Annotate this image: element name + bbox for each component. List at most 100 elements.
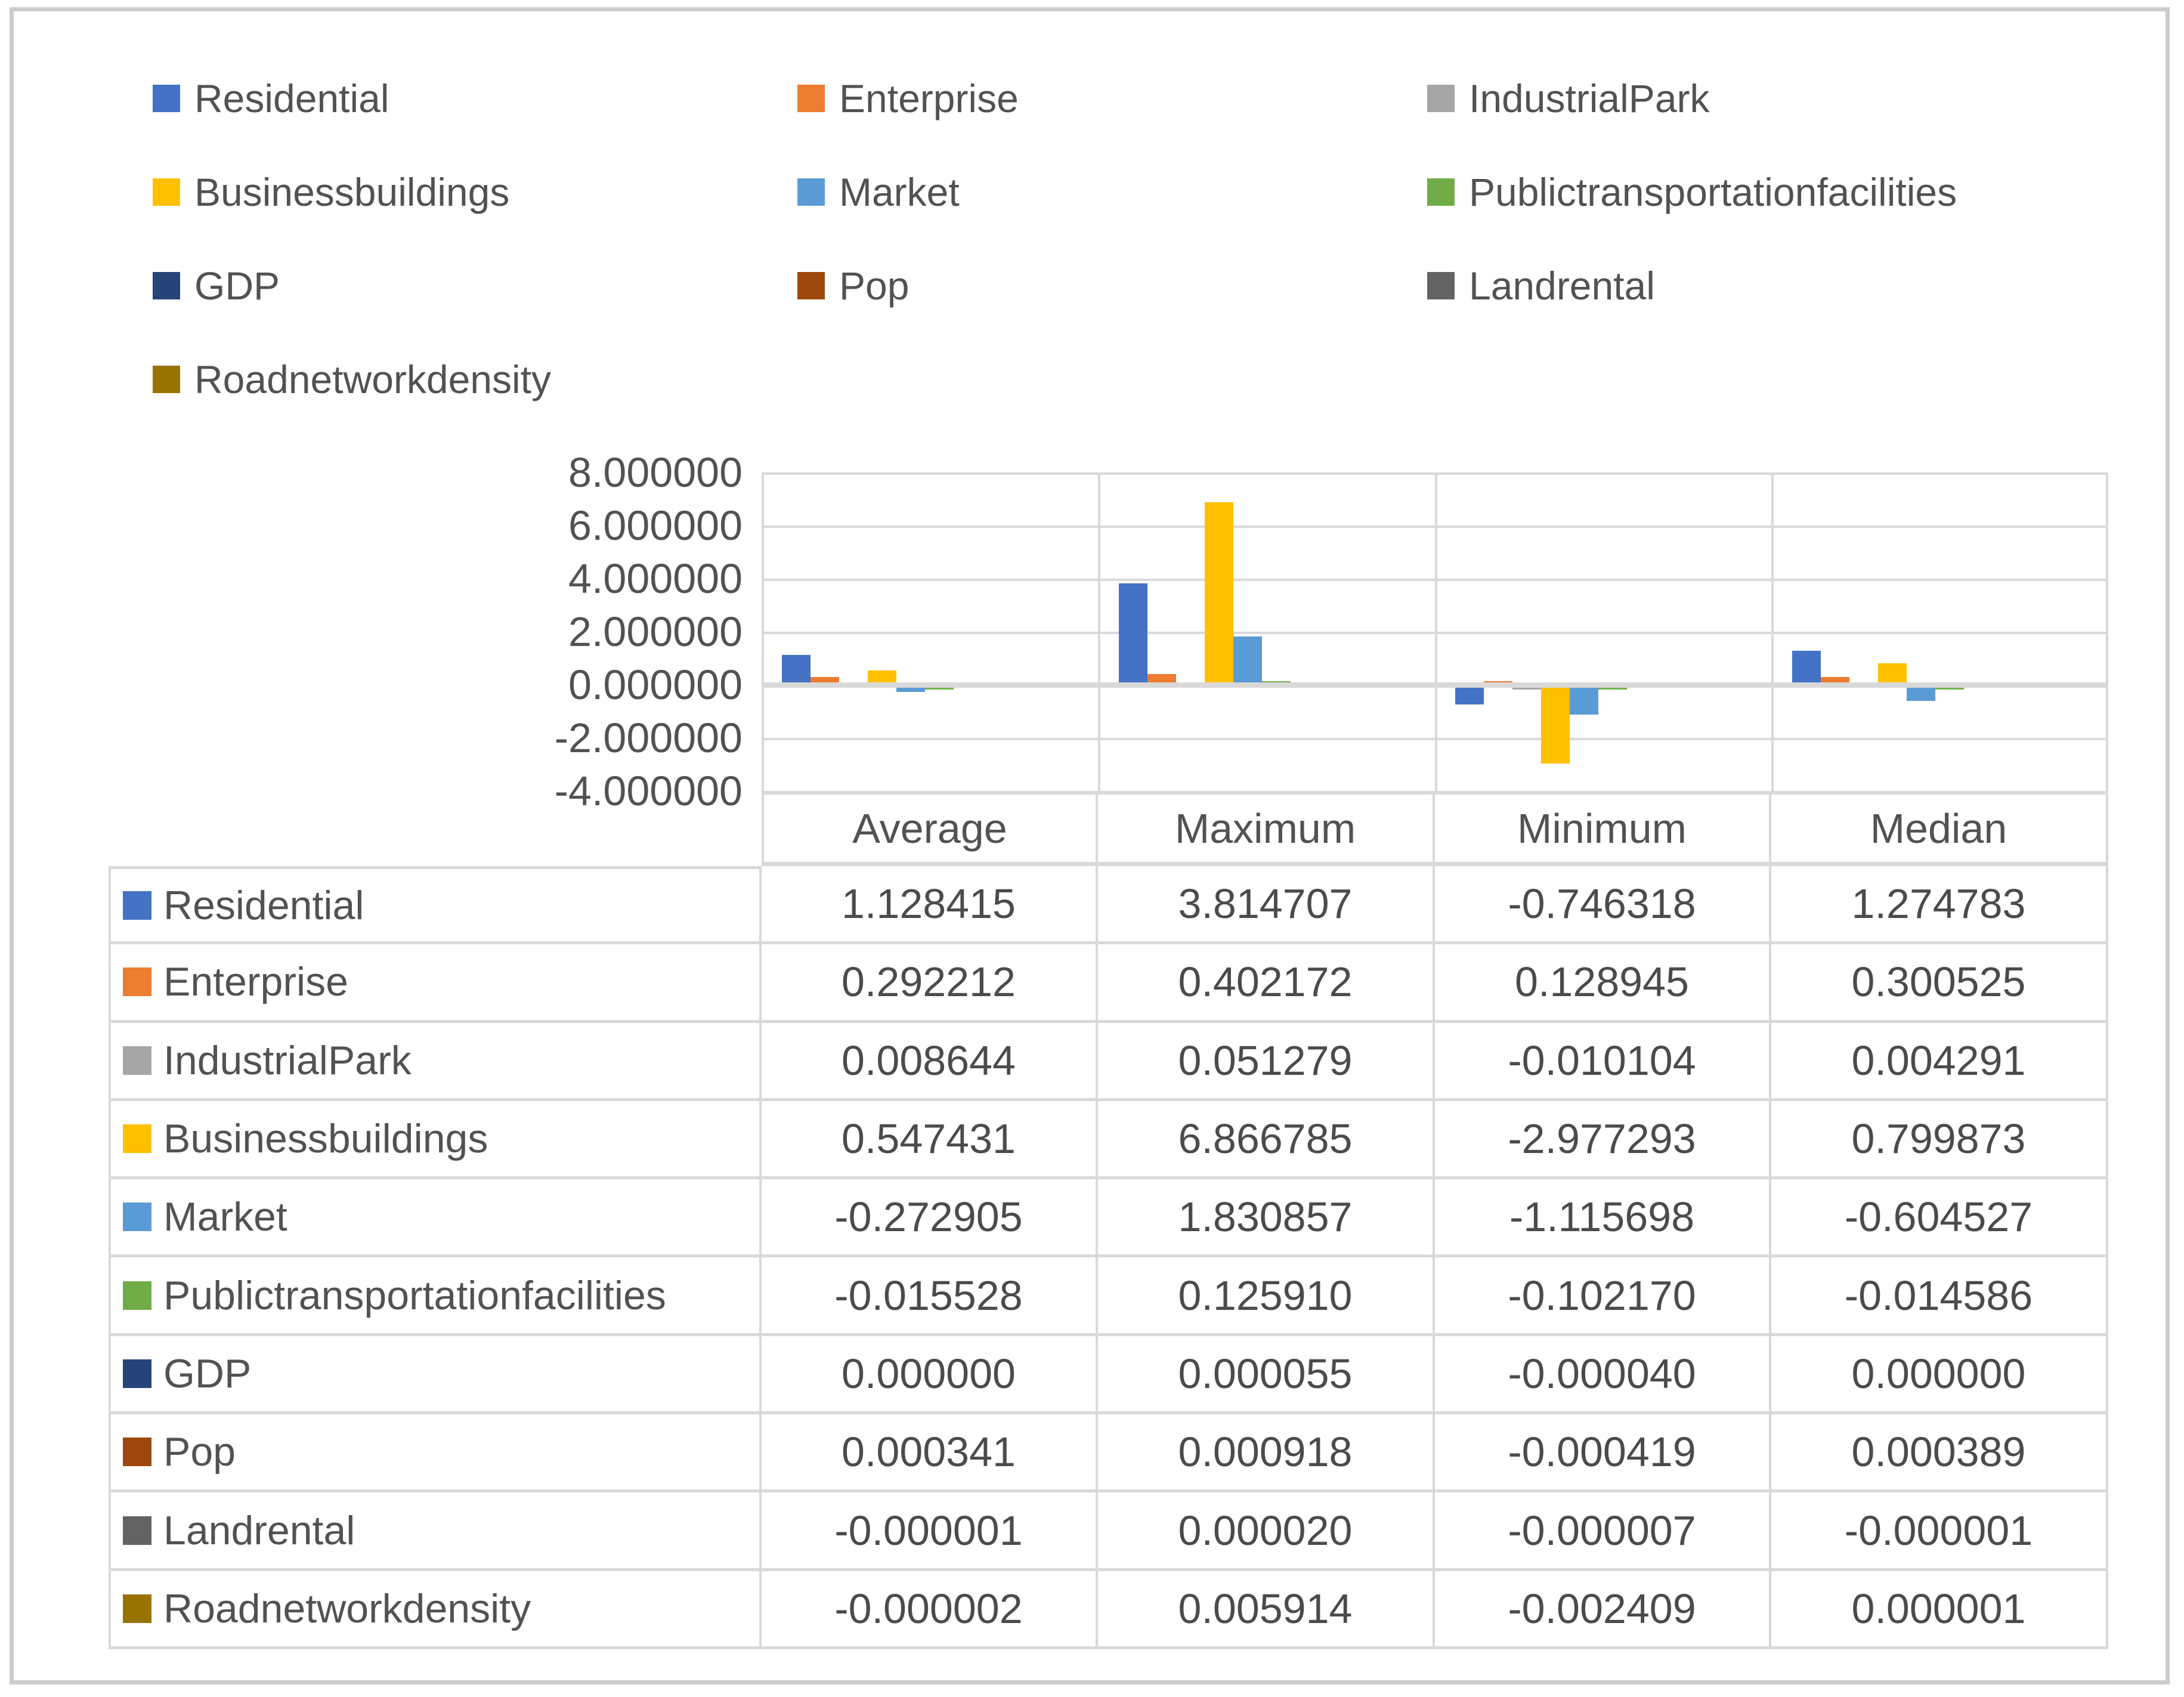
series-swatch-icon — [123, 1281, 151, 1310]
legend-swatch-icon — [797, 272, 825, 299]
table-cell-value: -0.014586 — [1771, 1257, 2108, 1336]
legend-label: Market — [839, 170, 960, 214]
table-row-name: Roadnetworkdensity — [109, 1571, 762, 1649]
bar-market-maximum — [1233, 636, 1262, 685]
series-name-label: Residential — [163, 882, 364, 928]
bar-residential-maximum — [1118, 583, 1147, 685]
y-axis-tick-label: -4.000000 — [554, 768, 743, 814]
table-cell-value: 0.300525 — [1771, 944, 2108, 1023]
bar-businessbuildings-average — [868, 670, 896, 685]
table-cell-value: -0.015528 — [762, 1257, 1098, 1336]
series-swatch-icon — [123, 1046, 151, 1075]
series-swatch-icon — [123, 1359, 151, 1388]
bar-residential-average — [782, 654, 811, 685]
legend-label: Businessbuildings — [194, 170, 510, 214]
table-cell-value: -0.102170 — [1435, 1257, 1771, 1336]
bar-residential-minimum — [1455, 685, 1484, 705]
legend-label: IndustrialPark — [1469, 76, 1710, 120]
series-swatch-icon — [123, 1438, 151, 1467]
bar-businessbuildings-maximum — [1204, 502, 1233, 685]
table-row-name: Businessbuildings — [109, 1101, 762, 1180]
y-axis-tick-label: 6.000000 — [568, 502, 743, 549]
series-name-label: IndustrialPark — [163, 1037, 412, 1083]
table-cell-value: -0.000001 — [762, 1492, 1098, 1571]
table-cell-value: -0.000040 — [1435, 1336, 1771, 1415]
table-row-name: Market — [109, 1179, 762, 1258]
y-axis-tick-label: 0.000000 — [568, 662, 743, 708]
series-name-label: GDP — [163, 1350, 252, 1396]
legend-swatch-icon — [153, 85, 180, 112]
data-table: Average Maximum Minimum Median Residential 1.… — [109, 795, 2108, 1649]
table-cell-value: 0.402172 — [1098, 944, 1435, 1023]
legend-label: Publictransportationfacilities — [1469, 170, 1957, 214]
zero-axis-line — [764, 682, 2106, 688]
legend-label: Roadnetworkdensity — [194, 357, 551, 401]
legend-item: IndustrialPark — [1427, 76, 1710, 120]
gridline-vertical — [1771, 475, 1774, 792]
table-cell-value: -0.272905 — [762, 1179, 1098, 1258]
table-cell-value: 0.000001 — [1771, 1571, 2108, 1649]
series-swatch-icon — [123, 1516, 151, 1545]
table-cell-value: 0.000918 — [1098, 1414, 1435, 1493]
series-name-label: Market — [163, 1194, 287, 1240]
legend-item: Enterprise — [797, 76, 1019, 120]
series-name-label: Roadnetworkdensity — [163, 1585, 531, 1631]
table-cell-value: 1.274783 — [1771, 866, 2108, 945]
table-cell-value: -0.746318 — [1435, 866, 1771, 945]
table-column-header: Maximum — [1098, 795, 1435, 866]
series-name-label: Landrental — [163, 1507, 355, 1553]
bar-businessbuildings-median — [1877, 663, 1907, 685]
series-swatch-icon — [123, 1203, 151, 1232]
table-cell-value: -0.010104 — [1435, 1022, 1771, 1101]
series-name-label: Pop — [163, 1429, 236, 1475]
legend-label: Landrental — [1469, 264, 1655, 308]
series-swatch-icon — [123, 1124, 151, 1154]
series-swatch-icon — [123, 967, 151, 997]
legend-swatch-icon — [153, 178, 180, 206]
series-swatch-icon — [123, 1594, 151, 1623]
table-cell-value: 0.799873 — [1771, 1101, 2108, 1180]
table-cell-value: 0.000341 — [762, 1414, 1098, 1493]
legend-swatch-icon — [153, 272, 180, 299]
series-name-label: Enterprise — [163, 959, 348, 1005]
legend-swatch-icon — [797, 178, 825, 206]
table-cell-value: -0.604527 — [1771, 1179, 2108, 1258]
table-row-name: IndustrialPark — [109, 1022, 762, 1101]
table-cell-value: 3.814707 — [1098, 866, 1435, 945]
table-cell-value: 0.292212 — [762, 944, 1098, 1023]
table-row-name: Publictransportationfacilities — [109, 1257, 762, 1336]
y-axis-tick-label: 8.000000 — [568, 449, 743, 496]
gridline-vertical — [1435, 475, 1437, 792]
table-cell-value: 0.000055 — [1098, 1336, 1435, 1415]
legend-label: GDP — [194, 264, 280, 308]
series-swatch-icon — [123, 891, 151, 920]
legend-swatch-icon — [153, 366, 180, 393]
legend-label: Pop — [839, 264, 910, 308]
table-row-name: GDP — [109, 1336, 762, 1415]
table-row-name: Pop — [109, 1414, 762, 1493]
table-cell-value: 0.000000 — [762, 1336, 1098, 1415]
gridline-vertical — [1098, 475, 1100, 792]
table-cell-value: 0.547431 — [762, 1101, 1098, 1180]
table-column-header: Median — [1771, 795, 2108, 866]
table-cell-value: -0.000419 — [1435, 1414, 1771, 1493]
table-cell-value: 0.008644 — [762, 1022, 1098, 1101]
table-cell-value: 6.866785 — [1098, 1101, 1435, 1180]
bar-market-minimum — [1570, 685, 1598, 715]
table-cell-value: 0.125910 — [1098, 1257, 1435, 1336]
table-cell-value: 0.005914 — [1098, 1571, 1435, 1649]
gridline-horizontal — [764, 791, 2106, 793]
table-row-name: Residential — [109, 866, 762, 945]
table-cell-value: -1.115698 — [1435, 1179, 1771, 1258]
legend-swatch-icon — [797, 85, 825, 112]
legend-label: Residential — [194, 76, 389, 120]
legend-item: Publictransportationfacilities — [1427, 170, 1957, 214]
table-cell-value: -0.000007 — [1435, 1492, 1771, 1571]
table-header-spacer — [109, 795, 762, 866]
table-column-header: Minimum — [1435, 795, 1771, 866]
table-cell-value: -0.000002 — [762, 1571, 1098, 1649]
legend-item: Roadnetworkdensity — [153, 357, 551, 401]
legend-swatch-icon — [1427, 272, 1455, 299]
bar-businessbuildings-minimum — [1541, 685, 1570, 764]
